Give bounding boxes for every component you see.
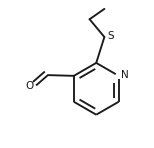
Text: O: O (25, 81, 33, 91)
Text: N: N (121, 70, 129, 80)
Text: S: S (107, 31, 114, 41)
